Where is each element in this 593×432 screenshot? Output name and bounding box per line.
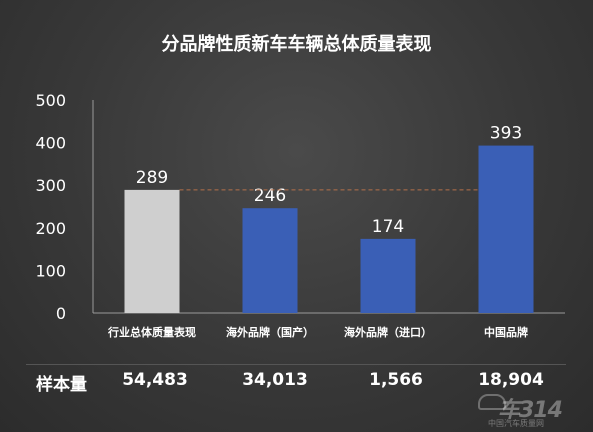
divider: [26, 364, 566, 365]
bar-chart: 0 100 200 300 400 500 289 行业总体质量表现 246 海外品牌（国产） 17…: [35, 91, 565, 339]
y-tick-label: 300: [35, 176, 66, 195]
chart-title: 分品牌性质新车车辆总体质量表现: [161, 34, 432, 55]
y-tick-label: 0: [56, 304, 66, 323]
sample-size-value: 18,904: [478, 370, 544, 390]
data-label: 246: [254, 186, 286, 206]
data-label: 289: [136, 168, 168, 188]
bar: [360, 238, 416, 313]
sample-size-value: 34,013: [242, 370, 308, 390]
data-label: 174: [372, 217, 404, 237]
x-tick-label: 行业总体质量表现: [107, 325, 196, 339]
bar: [242, 208, 298, 313]
sample-size-value: 1,566: [369, 370, 423, 390]
data-label: 393: [490, 124, 522, 144]
y-tick-label: 100: [35, 261, 66, 280]
watermark-text: 车314: [498, 398, 563, 423]
car-icon: [478, 394, 506, 410]
bar: [124, 189, 180, 313]
y-tick-label: 500: [35, 91, 66, 110]
x-tick-label: 海外品牌（进口）: [344, 325, 432, 339]
sample-size-value: 54,483: [122, 370, 188, 390]
watermark-subtext: 中国汽车质量网: [488, 419, 544, 428]
y-tick-label: 400: [35, 134, 66, 153]
watermark-logo: 车314 中国汽车质量网: [478, 388, 588, 428]
x-tick-label: 中国品牌: [484, 325, 528, 339]
sample-size-row: 样本量 54,483 34,013 1,566 18,904: [0, 370, 593, 396]
bar: [478, 145, 534, 313]
sample-size-label: 样本量: [36, 375, 87, 395]
y-tick-label: 200: [35, 219, 66, 238]
x-tick-label: 海外品牌（国产）: [226, 325, 314, 339]
